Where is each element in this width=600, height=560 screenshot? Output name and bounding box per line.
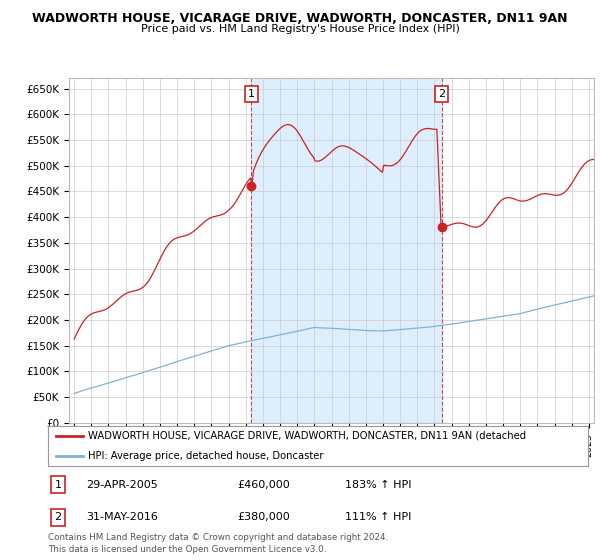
Text: 2: 2: [55, 512, 62, 522]
Text: 183% ↑ HPI: 183% ↑ HPI: [345, 479, 412, 489]
Text: 111% ↑ HPI: 111% ↑ HPI: [345, 512, 412, 522]
Text: WADWORTH HOUSE, VICARAGE DRIVE, WADWORTH, DONCASTER, DN11 9AN: WADWORTH HOUSE, VICARAGE DRIVE, WADWORTH…: [32, 12, 568, 25]
Text: 1: 1: [55, 479, 61, 489]
Text: £460,000: £460,000: [237, 479, 290, 489]
Bar: [251, 78, 442, 423]
Text: Contains HM Land Registry data © Crown copyright and database right 2024.
This d: Contains HM Land Registry data © Crown c…: [48, 533, 388, 554]
Text: HPI: Average price, detached house, Doncaster: HPI: Average price, detached house, Donc…: [89, 451, 324, 461]
Text: Price paid vs. HM Land Registry's House Price Index (HPI): Price paid vs. HM Land Registry's House …: [140, 24, 460, 34]
Text: 1: 1: [248, 89, 255, 99]
Text: 29-APR-2005: 29-APR-2005: [86, 479, 158, 489]
Text: WADWORTH HOUSE, VICARAGE DRIVE, WADWORTH, DONCASTER, DN11 9AN (detached: WADWORTH HOUSE, VICARAGE DRIVE, WADWORTH…: [89, 431, 527, 441]
Text: 31-MAY-2016: 31-MAY-2016: [86, 512, 158, 522]
Text: £380,000: £380,000: [237, 512, 290, 522]
Text: 2: 2: [438, 89, 445, 99]
